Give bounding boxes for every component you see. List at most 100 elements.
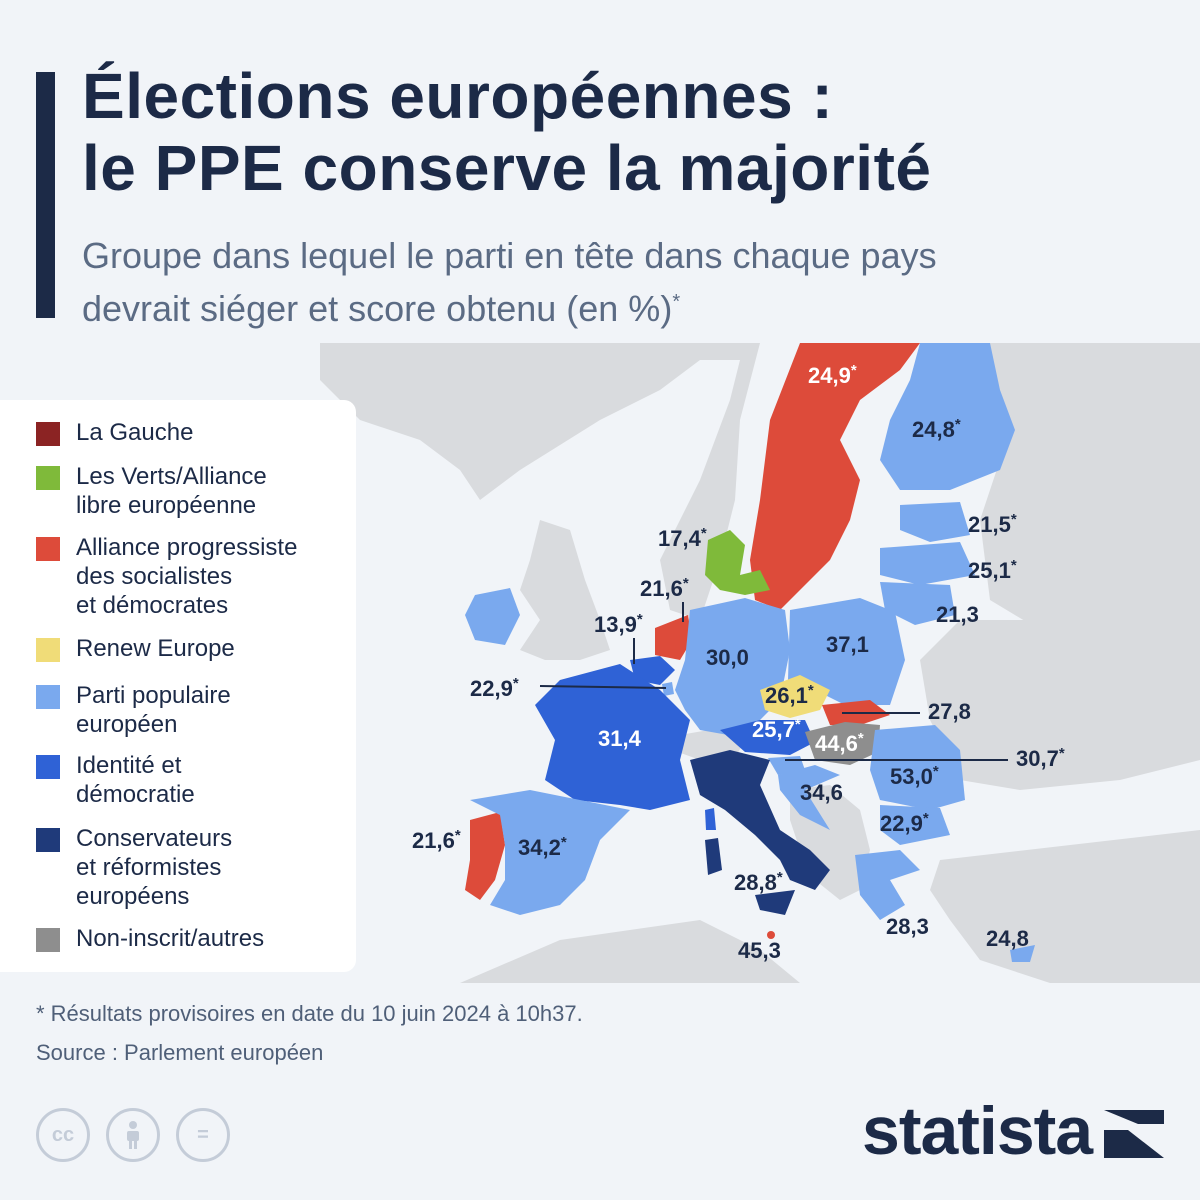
subtitle: Groupe dans lequel le parti en tête dans… [82,232,1162,332]
land-north-africa [460,920,800,983]
subtitle-line-2-text: devrait siéger et score obtenu (en %) [82,288,673,329]
legend-item-verts: Les Verts/Alliance libre européenne [36,462,346,520]
legend-item-ecr: Conservateurs et réformistes européens [36,824,346,911]
subtitle-asterisk: * [672,291,681,313]
label-slovakia: 27,8 [928,699,971,724]
label-greece: 28,3 [886,914,929,939]
legend-swatch [36,685,60,709]
country-netherlands [655,615,692,660]
label-croatia: 34,6 [800,780,843,805]
europe-map: 24,9* 24,8* 21,5* 25,1* 21,3 17,4* 21,6*… [320,343,1200,983]
score-labels: 24,9* 24,8* 21,5* 25,1* 21,3 17,4* 21,6*… [412,362,1065,963]
legend-label: Alliance progressiste des socialistes et… [76,534,298,619]
country-malta [767,931,775,939]
country-france [535,664,690,810]
country-ireland [465,588,520,645]
land-uk [520,520,610,660]
country-belgium [630,656,675,685]
land-belarus-ukraine [920,620,1200,790]
legend-label: Parti populaire européen [76,682,231,738]
country-spain [470,790,630,915]
land-turkey [930,830,1200,983]
label-netherlands: 21,6* [640,575,689,601]
country-cyprus [1010,945,1035,962]
country-croatia [778,765,840,830]
legend-item-renew: Renew Europe [36,634,346,663]
country-finland [880,343,1015,490]
country-greece [855,850,920,920]
legend-item-non-inscrit: Non-inscrit/autres [36,924,346,953]
subtitle-line-2: devrait siéger et score obtenu (en %)* [82,279,1162,332]
legend: La Gauche Les Verts/Alliance libre europ… [0,400,356,972]
no-derivatives-icon[interactable]: = [176,1108,230,1162]
country-czechia [760,675,830,718]
label-portugal: 21,6* [412,827,461,853]
label-sweden: 24,9* [808,362,857,388]
country-denmark [705,530,770,595]
legend-item-ppe: Parti populaire européen [36,681,346,739]
label-italy: 28,8* [734,869,783,895]
country-latvia [880,542,975,585]
country-sweden [750,343,920,610]
country-estonia [900,502,970,542]
person-glyph [127,1121,139,1149]
legend-item-sd: Alliance progressiste des socialistes et… [36,533,346,620]
label-hungary: 44,6* [815,730,864,756]
legend-swatch [36,466,60,490]
subtitle-line-1: Groupe dans lequel le parti en tête dans… [82,235,937,276]
label-finland: 24,8* [912,416,961,442]
legend-swatch [36,928,60,952]
country-poland [788,598,905,705]
eu-countries [465,343,1035,962]
label-denmark: 17,4* [658,525,707,551]
country-luxembourg [662,682,674,696]
country-hungary [805,722,880,765]
legend-swatch [36,537,60,561]
country-germany [675,598,790,738]
cc-icon[interactable]: cc [36,1108,90,1162]
label-belgium: 13,9* [594,611,643,637]
label-romania: 53,0* [890,763,939,789]
label-austria: 25,7* [752,716,801,742]
country-sardinia [705,838,722,875]
country-romania [870,725,965,810]
country-bulgaria [880,805,950,845]
label-malta: 45,3 [738,938,781,963]
land-russia-north [980,343,1200,640]
legend-label: Les Verts/Alliance libre européenne [76,463,267,519]
label-luxembourg: 22,9* [470,675,519,701]
legend-label: Non-inscrit/autres [76,925,265,952]
country-sicily [755,890,795,915]
country-corsica [705,808,716,830]
legend-label: Conservateurs et réformistes européens [76,825,233,910]
label-latvia: 25,1* [968,557,1017,583]
title-accent-bar [36,72,55,318]
label-spain: 34,2* [518,834,567,860]
legend-swatch [36,422,60,446]
country-austria [720,720,815,755]
title-line-2: le PPE conserve la majorité [82,132,932,204]
statista-logo-mark [1104,1110,1164,1158]
title-line-1: Élections européennes : [82,60,834,132]
legend-item-la-gauche: La Gauche [36,418,346,447]
leader-luxembourg [539,685,667,689]
non-eu-land [320,343,1200,983]
legend-label: La Gauche [76,419,194,446]
page-title: Élections européennes : le PPE conserve … [82,60,1162,204]
country-portugal [465,812,505,900]
country-italy [690,750,830,890]
legend-swatch [36,638,60,662]
statista-logo-text[interactable]: statista [862,1093,1093,1169]
label-slovenia: 30,7* [1016,745,1065,771]
legend-label: Renew Europe [76,635,235,662]
footnote: * Résultats provisoires en date du 10 ju… [36,1001,583,1026]
license-icons: cc = [36,1108,230,1162]
attribution-icon[interactable] [106,1108,160,1162]
legend-swatch [36,828,60,852]
legend-swatch [36,755,60,779]
country-lithuania [880,582,955,625]
label-france: 31,4 [598,726,642,751]
label-lithuania: 21,3 [936,602,979,627]
label-estonia: 21,5* [968,511,1017,537]
legend-label: Identité et démocratie [76,752,195,808]
